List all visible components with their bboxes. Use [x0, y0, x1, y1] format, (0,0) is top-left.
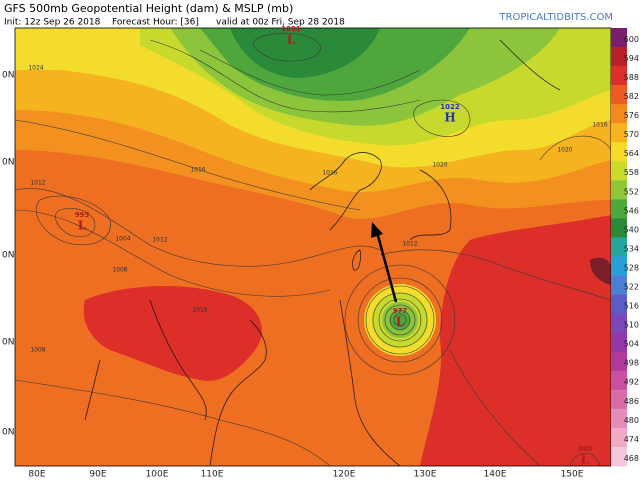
colorbar-label: 528 [624, 263, 639, 272]
height-field [420, 215, 611, 466]
typhoon-rings [344, 264, 456, 376]
colorbar-swatch [611, 313, 627, 333]
pressure-value: 1022 [440, 103, 460, 111]
colorbar-label: 522 [624, 282, 639, 291]
contour-label: 1012 [152, 237, 167, 244]
colorbar-swatch [611, 256, 627, 276]
colorbar-label: 600 [624, 35, 639, 44]
pressure-symbol: L [396, 315, 405, 329]
colorbar-swatch [611, 332, 627, 353]
longitude-label: 130E [414, 470, 437, 480]
track-arrowhead [371, 222, 383, 238]
latitude-label: 0N [2, 338, 14, 348]
longitude-label: 110E [201, 470, 224, 480]
colorbar-label: 492 [624, 378, 639, 387]
colorbar-label: 546 [624, 206, 639, 215]
colorbar-swatch [611, 123, 627, 143]
contour-label: 1016 [192, 307, 207, 314]
colorbar-swatch [611, 218, 627, 238]
colorbar-swatch [611, 427, 627, 448]
pressure-symbol: L [287, 33, 296, 47]
longitude-label: 80E [28, 470, 45, 480]
title: GFS 500mb Geopotential Height (dam) & MS… [4, 2, 293, 15]
pressure-value: 1001 [281, 25, 301, 33]
latitude-label: 0N [2, 71, 14, 81]
colorbar-label: 480 [624, 416, 639, 425]
height-field [83, 285, 262, 381]
isobars [15, 32, 611, 466]
pressure-value: 980 [578, 445, 593, 453]
contour-label: 1020 [557, 147, 572, 154]
colorbar-swatch [611, 389, 627, 410]
colorbar-label: 558 [624, 168, 639, 177]
pressure-value: 977 [393, 307, 408, 315]
coastlines [84, 39, 561, 466]
map-area [15, 28, 611, 466]
dynamic-layer: 80E 90E 100E 110E 120E 130E 140E 150E 0N 0N 0N 0N 0N… [2, 25, 639, 480]
colorbar-swatch [611, 180, 627, 200]
colorbar-label: 498 [624, 359, 639, 368]
longitude-label: 140E [484, 470, 507, 480]
colorbar-label: 516 [624, 302, 639, 311]
contour-label: 1008 [30, 347, 45, 354]
init-time: Init: 12z Sep 26 2018 [4, 18, 101, 28]
contour-label: 1016 [322, 170, 337, 177]
pressure-symbol: L [78, 219, 87, 233]
latitude-label: 0N [2, 428, 14, 438]
colorbar-swatch [611, 85, 627, 105]
colorbar-swatch [611, 294, 627, 314]
colorbar-label: 534 [624, 244, 639, 253]
colorbar-swatch [611, 237, 627, 257]
longitude-label: 90E [89, 470, 106, 480]
contour-label: 1016 [592, 122, 607, 129]
colorbar-swatch [611, 351, 627, 372]
colorbar-label: 570 [624, 130, 639, 139]
colorbar-label: 588 [624, 73, 639, 82]
contour-label: 1008 [112, 267, 127, 274]
colorbar-swatch [611, 446, 627, 467]
colorbar-label: 486 [624, 397, 639, 406]
colorbar-swatch [611, 28, 627, 48]
pressure-value: 995 [75, 211, 90, 219]
contour-label: 1004 [115, 236, 130, 243]
track-arrow [375, 231, 398, 303]
valid-time: valid at 00z Fri, Sep 28 2018 [216, 18, 345, 28]
longitude-label: 150E [561, 470, 584, 480]
colorbar-swatch [611, 47, 627, 67]
contour-label: 1024 [28, 65, 43, 72]
latitude-label: 0N [2, 158, 14, 168]
colorbar-label: 468 [624, 454, 639, 463]
forecast-hour: Forecast Hour: [36] [112, 18, 199, 28]
colorbar-label: 582 [624, 92, 639, 101]
height-field [230, 28, 380, 78]
site: TROPICALTIDBITS.COM [498, 12, 613, 23]
colorbar-swatch [611, 199, 627, 219]
pressure-symbol: H [444, 111, 455, 125]
pressure-symbol: L [581, 453, 590, 467]
colorbar-swatch [611, 370, 627, 391]
latitude-label: 0N [2, 251, 14, 261]
height-field [590, 257, 611, 285]
longitude-label: 120E [333, 470, 356, 480]
colorbar-label: 510 [624, 321, 639, 330]
colorbar-swatch [611, 142, 627, 162]
longitude-label: 100E [146, 470, 169, 480]
colorbar-label: 594 [624, 54, 639, 63]
colorbar-swatch [611, 66, 627, 86]
colorbar-swatch [611, 161, 627, 181]
colorbar-label: 474 [624, 435, 639, 444]
colorbar-swatch [611, 275, 627, 295]
contour-label: 1020 [432, 162, 447, 169]
contour-label: 1012 [30, 180, 45, 187]
colorbar-label: 540 [624, 225, 639, 234]
colorbar-label: 552 [624, 187, 639, 196]
colorbar-swatch [611, 408, 627, 429]
colorbar-label: 564 [624, 149, 639, 158]
colorbar-label: 576 [624, 111, 639, 120]
contour-label: 1016 [190, 167, 205, 174]
colorbar-label: 504 [624, 340, 639, 349]
contour-label: 1012 [402, 241, 417, 248]
colorbar-swatch [611, 104, 627, 124]
